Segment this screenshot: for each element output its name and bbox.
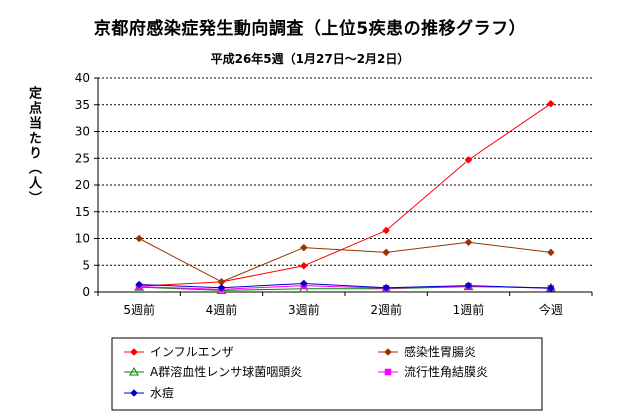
y-tick-labels: 0 5 10 15 20 25 30 35 40 bbox=[75, 71, 90, 299]
data-point bbox=[299, 261, 308, 270]
grid-lines bbox=[98, 77, 592, 266]
x-tick-label: 2週前 bbox=[370, 302, 402, 317]
legend-item: 感染性胃腸炎 bbox=[378, 344, 476, 359]
legend-label: 感染性胃腸炎 bbox=[404, 344, 476, 359]
y-tick-label: 5 bbox=[82, 258, 90, 272]
data-point bbox=[382, 283, 391, 292]
series-line bbox=[138, 238, 551, 283]
y-tick-label: 25 bbox=[75, 151, 90, 165]
x-tick-labels: 5週前 4週前 3週前 2週前 1週前 今週 bbox=[123, 302, 562, 317]
series bbox=[135, 99, 555, 290]
series-line bbox=[139, 282, 551, 289]
data-point bbox=[135, 234, 144, 243]
data-point bbox=[464, 281, 473, 290]
legend-item: 水痘 bbox=[124, 385, 174, 400]
data-point bbox=[464, 156, 473, 164]
data-point bbox=[384, 348, 392, 356]
chart-title: 京都府感染症発生動向調査（上位5疾患の推移グラフ） bbox=[93, 19, 527, 39]
data-point bbox=[546, 99, 555, 108]
legend-box bbox=[111, 337, 543, 411]
data-point bbox=[464, 238, 473, 247]
data-point bbox=[299, 279, 308, 288]
data-point bbox=[546, 248, 555, 257]
series bbox=[135, 234, 555, 286]
x-tick-label: 5週前 bbox=[123, 302, 155, 317]
legend-item: A群溶血性レンサ球菌咽頭炎 bbox=[124, 364, 302, 379]
x-tick-label: 1週前 bbox=[453, 302, 485, 317]
series bbox=[135, 282, 555, 293]
chart-subtitle: 平成26年5週（1月27日～2月2日） bbox=[210, 52, 410, 66]
series-line bbox=[139, 103, 552, 287]
data-point bbox=[135, 280, 144, 289]
series-lines bbox=[134, 99, 556, 294]
x-tick-label: 今週 bbox=[539, 302, 563, 317]
y-tick-label: 15 bbox=[75, 205, 90, 219]
y-tick-label: 10 bbox=[75, 232, 90, 246]
data-point bbox=[382, 248, 391, 257]
data-point bbox=[130, 389, 138, 397]
y-tick-label: 40 bbox=[75, 71, 90, 85]
data-point bbox=[130, 348, 138, 356]
legend-label: 流行性角結膜炎 bbox=[404, 365, 488, 379]
y-tick-label: 35 bbox=[75, 98, 90, 112]
legend-label: インフルエンザ bbox=[150, 345, 234, 359]
y-tick-label: 0 bbox=[82, 285, 90, 299]
data-point bbox=[129, 366, 139, 376]
data-point bbox=[299, 243, 308, 252]
axes bbox=[94, 77, 593, 296]
data-point bbox=[384, 368, 392, 376]
x-tick-label: 3週前 bbox=[288, 302, 320, 317]
data-point bbox=[546, 284, 555, 293]
y-tick-label: 20 bbox=[75, 178, 90, 192]
data-point bbox=[217, 283, 226, 292]
y-axis-label: 定点当たり（人） bbox=[26, 86, 41, 206]
legend-label: A群溶血性レンサ球菌咽頭炎 bbox=[150, 364, 302, 379]
legend-label: 水痘 bbox=[150, 385, 174, 400]
y-tick-label: 30 bbox=[75, 125, 90, 139]
series bbox=[135, 279, 555, 293]
x-tick-label: 4週前 bbox=[206, 302, 238, 317]
legend-item: 流行性角結膜炎 bbox=[378, 365, 488, 379]
legend-item: インフルエンザ bbox=[124, 345, 234, 359]
data-point bbox=[382, 226, 391, 235]
